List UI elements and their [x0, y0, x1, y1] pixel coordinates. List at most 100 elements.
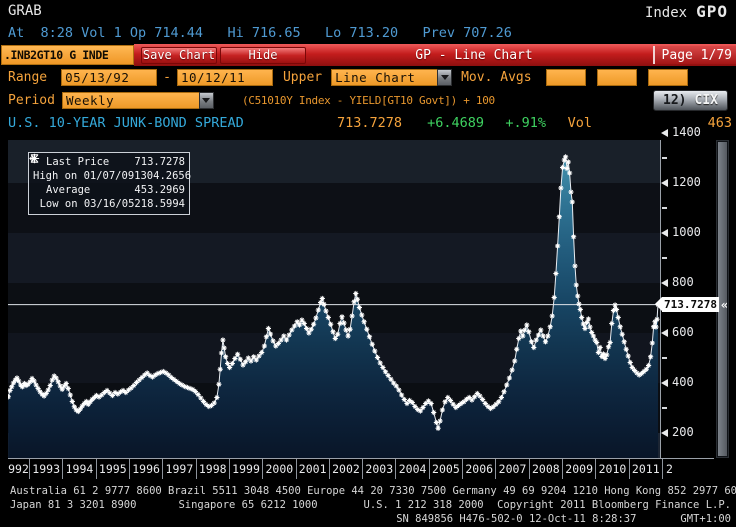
x-tick-label: 1997	[162, 459, 195, 479]
grab-label: GRAB	[8, 3, 42, 19]
y-tick-label: 1000	[672, 225, 701, 239]
mov-avgs-label: Mov. Avgs	[461, 69, 532, 85]
legend-value: 713.7278	[134, 156, 185, 168]
y-tick-label: 600	[672, 325, 694, 339]
scrollbar-thumb[interactable]	[718, 142, 727, 456]
y-tick-label: 400	[672, 375, 694, 389]
footer-copyright: Copyright 2011 Bloomberg Finance L.P.	[497, 499, 731, 511]
y-minor-tick	[662, 207, 667, 209]
quote-line: At 8:28 Vol 1 Op 714.44 Hi 716.65 Lo 713…	[0, 22, 736, 44]
footer-us: U.S. 1 212 318 2000	[363, 499, 484, 511]
footer-serial: SN 849856 H476-502-0 12-Oct-11 8:28:37	[396, 513, 637, 525]
y-tick-label: 200	[672, 425, 694, 439]
range-start-input[interactable]: 05/13/92	[61, 68, 158, 86]
range-end-input[interactable]: 10/12/11	[176, 68, 273, 86]
y-tick-label: 1400	[672, 125, 701, 139]
x-tick-label: 992	[8, 462, 29, 476]
x-tick-label: 2011	[628, 459, 662, 479]
x-tick-label: 2000	[262, 459, 295, 479]
save-chart-button[interactable]: Save Chart	[141, 46, 217, 64]
upper-chart-type-dropdown[interactable]: Line Chart	[331, 68, 453, 86]
page-title: U.S. 10-YEAR JUNK-BOND SPREAD	[8, 115, 244, 131]
x-tick-label: 1995	[95, 459, 129, 479]
last-price-value: 713.7278	[336, 115, 402, 131]
period-value: Weekly	[61, 91, 199, 109]
x-axis-line	[8, 458, 714, 459]
cix-number: 12)	[663, 92, 687, 108]
cix-label: CIX	[694, 92, 718, 108]
toolbar-row: .INB2GT10 G INDE Save Chart Hide GP - Li…	[0, 44, 736, 66]
chart-title-row: U.S. 10-YEAR JUNK-BOND SPREAD 713.7278 +…	[0, 112, 736, 134]
y-minor-tick	[662, 257, 667, 259]
legend-value: 453.2969	[134, 184, 185, 196]
quote-text: At 8:28 Vol 1 Op 714.44 Hi 716.65 Lo 713…	[8, 25, 512, 41]
y-major-tick	[661, 429, 668, 437]
index-formula: (C51010Y Index - YIELD[GT10 Govt]) + 100	[241, 93, 495, 107]
range-start-value: 05/13/92	[65, 69, 130, 85]
legend-label: Low on 03/16/05	[39, 198, 135, 210]
chevron-down-icon[interactable]	[437, 68, 453, 86]
range-dash: -	[163, 69, 171, 85]
legend-label: Last Price	[46, 156, 110, 168]
x-tick-label: 1994	[62, 459, 95, 479]
cix-button[interactable]: 12) CIX	[653, 89, 728, 111]
footer-phones-line2: Japan 81 3 3201 8900 Singapore 65 6212 1…	[10, 498, 733, 512]
range-controls-row: Range 05/13/92 - 10/12/11 Upper Line Cha…	[0, 66, 736, 88]
x-tick-label: 2002	[328, 459, 362, 479]
chart-area: Last Price 713.7278 High on 01/07/09 130…	[0, 125, 736, 480]
footer-session-line: SN 849856 H476-502-0 12-Oct-11 8:28:37 G…	[10, 512, 733, 526]
hide-button[interactable]: Hide	[220, 46, 306, 64]
x-tick-label: 2	[661, 459, 676, 479]
footer-phones-line1: Australia 61 2 9777 8600 Brazil 5511 304…	[10, 485, 736, 497]
net-change-value: +6.4689	[427, 115, 484, 131]
data-point-star-markers	[8, 154, 660, 431]
vol-label: Vol	[567, 115, 592, 131]
chart-legend: Last Price 713.7278 High on 01/07/09 130…	[28, 152, 191, 215]
legend-label: High on 01/07/09	[33, 170, 135, 182]
x-axis: 992 1993 1994 1995 1996 1997 1998 1999 2000 2001 2…	[8, 459, 676, 480]
x-tick-label: 1996	[128, 459, 162, 479]
legend-value: 218.5994	[134, 198, 185, 210]
footer-japan: Japan 81 3 3201 8900	[10, 499, 137, 511]
y-major-tick	[661, 279, 668, 287]
page-indicator[interactable]: Page 1/79	[652, 46, 736, 64]
y-minor-tick	[662, 407, 667, 409]
legend-row-last-price: Last Price 713.7278	[29, 153, 185, 169]
security-ticker-field[interactable]: .INB2GT10 G INDE	[1, 45, 134, 65]
vol-value: 463	[707, 115, 732, 131]
upper-chart-type-text: Line Chart	[335, 69, 416, 85]
x-tick-label: 2006	[462, 459, 495, 479]
legend-label: Average	[46, 184, 91, 196]
period-text: Weekly	[65, 92, 115, 108]
y-minor-tick	[662, 357, 667, 359]
x-tick-label: 2010	[595, 459, 628, 479]
function-title: GP - Line Chart	[415, 47, 533, 63]
y-minor-tick	[662, 157, 667, 159]
y-tick-label: 1200	[672, 175, 701, 189]
upper-chart-type-value: Line Chart	[331, 68, 438, 86]
window-header: GRAB Index GPO	[0, 0, 736, 22]
x-tick-label: 2007	[495, 459, 528, 479]
y-major-tick	[661, 179, 668, 187]
scroll-back-icon[interactable]: «	[718, 298, 731, 312]
x-tick-label: 2003	[362, 459, 395, 479]
legend-value: 1304.2656	[134, 170, 192, 182]
chart-plot[interactable]: Last Price 713.7278 High on 01/07/09 130…	[8, 140, 661, 458]
hide-label: Hide	[248, 48, 278, 62]
upper-label: Upper	[282, 69, 323, 85]
mov-avg-input-3[interactable]	[647, 68, 688, 86]
area-fill	[8, 156, 659, 458]
y-major-tick	[661, 229, 668, 237]
mov-avg-input-1[interactable]	[545, 68, 586, 86]
function-toolbar: Save Chart Hide GP - Line Chart Page 1/7…	[134, 44, 736, 66]
period-dropdown[interactable]: Weekly	[61, 91, 214, 109]
range-label: Range	[8, 69, 48, 85]
legend-row-low: Low on 03/16/05 218.5994	[30, 153, 185, 211]
period-label: Period	[8, 92, 55, 108]
chevron-down-icon[interactable]	[198, 91, 214, 109]
footer-singapore: Singapore 65 6212 1000	[178, 499, 318, 511]
scroll-back-glyph: «	[720, 297, 729, 312]
page-indicator-label: Page 1/79	[661, 47, 732, 63]
legend-row-high: High on 01/07/09 1304.2656	[30, 154, 191, 183]
mov-avg-input-2[interactable]	[596, 68, 637, 86]
